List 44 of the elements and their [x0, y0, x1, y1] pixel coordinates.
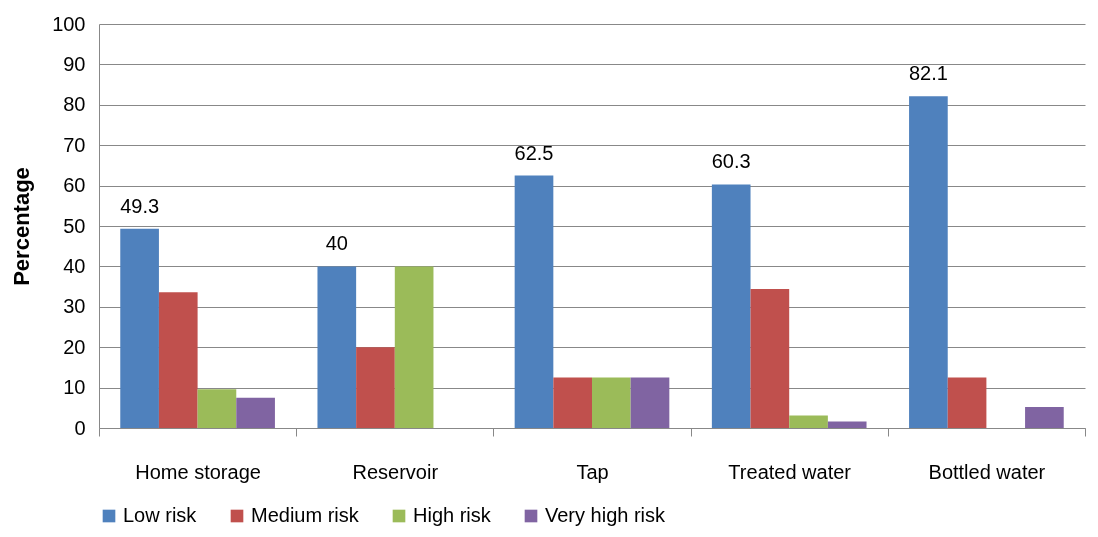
bar [197, 389, 237, 428]
data-label: 49.3 [120, 194, 160, 217]
y-tick-label: 40 [63, 254, 86, 277]
y-tick-label: 100 [52, 12, 86, 35]
data-label: 60.3 [711, 150, 751, 173]
bar [750, 289, 790, 428]
y-tick-label: 60 [63, 174, 86, 197]
x-tick-label: Home storage [135, 460, 261, 483]
bar [630, 377, 670, 428]
bar [317, 266, 357, 428]
legend-label: High risk [413, 504, 492, 526]
bar [514, 175, 554, 428]
legend-label: Very high risk [545, 504, 667, 526]
y-tick-label: 90 [63, 52, 86, 75]
data-label: 82.1 [908, 62, 948, 85]
y-tick-label: 0 [74, 416, 86, 439]
y-tick-label: 10 [63, 376, 86, 399]
y-tick-label: 30 [63, 295, 86, 318]
bar [909, 96, 948, 428]
y-tick-label: 70 [63, 133, 86, 156]
y-tick-label: 80 [63, 93, 86, 116]
bar [789, 415, 828, 428]
bar [1025, 406, 1064, 428]
bar [711, 184, 751, 428]
y-tick-label: 20 [63, 335, 86, 358]
data-label: 62.5 [514, 141, 554, 164]
bar [947, 377, 987, 428]
bar [394, 266, 434, 428]
x-tick-label: Reservoir [352, 460, 439, 483]
bar [236, 397, 275, 428]
x-tick-label: Bottled water [928, 460, 1046, 483]
bar [827, 421, 867, 428]
x-tick-label: Tap [576, 460, 609, 483]
bar [592, 377, 631, 428]
bar [120, 228, 159, 428]
bar [158, 292, 198, 428]
legend-label: Medium risk [251, 504, 360, 526]
legend-label: Low risk [123, 504, 198, 526]
bar [553, 377, 592, 428]
bar [356, 347, 395, 428]
y-axis-title: Percentage [9, 167, 35, 286]
x-tick-label: Treated water [728, 460, 852, 483]
data-label: 40 [325, 232, 348, 255]
y-tick-label: 50 [63, 214, 86, 237]
